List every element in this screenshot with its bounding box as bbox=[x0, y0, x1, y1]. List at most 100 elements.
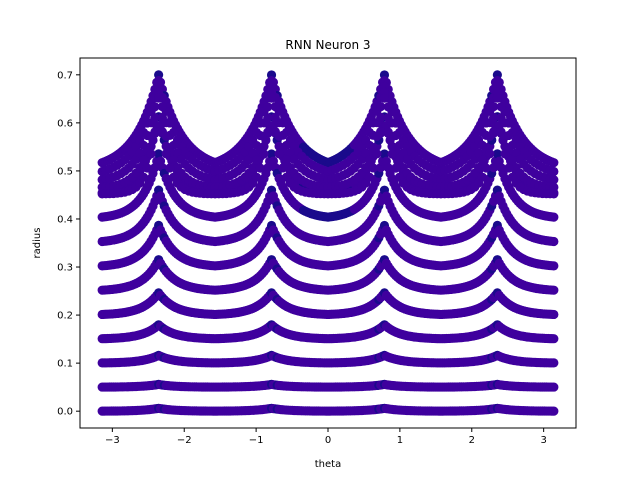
data-point bbox=[263, 102, 273, 112]
data-point bbox=[263, 113, 273, 123]
data-point bbox=[383, 102, 393, 112]
data-point bbox=[383, 113, 393, 123]
data-point bbox=[165, 163, 175, 173]
data-point bbox=[549, 285, 559, 295]
data-point bbox=[507, 155, 518, 165]
data-point bbox=[150, 127, 160, 137]
data-point bbox=[379, 149, 390, 159]
data-point bbox=[496, 113, 506, 123]
data-point bbox=[364, 172, 374, 182]
data-point bbox=[154, 93, 164, 103]
x-tick-label: −2 bbox=[177, 435, 192, 446]
data-point bbox=[150, 102, 160, 112]
x-tick-label: 2 bbox=[469, 435, 475, 446]
data-point bbox=[549, 261, 559, 271]
data-point bbox=[263, 127, 273, 137]
data-point bbox=[549, 236, 559, 247]
x-axis-label: theta bbox=[315, 459, 341, 470]
data-point bbox=[150, 113, 160, 123]
data-point bbox=[376, 127, 386, 137]
data-point bbox=[394, 155, 405, 165]
y-axis: 0.0 0.1 0.2 0.3 0.4 0.5 0.6 0.7 bbox=[57, 70, 80, 418]
data-point bbox=[481, 163, 491, 173]
data-point bbox=[146, 149, 156, 159]
data-point bbox=[259, 149, 269, 159]
data-point bbox=[157, 127, 167, 137]
data-point bbox=[274, 149, 284, 159]
data-point bbox=[157, 102, 167, 112]
y-tick-label: 0.2 bbox=[57, 311, 73, 322]
x-tick-label: −3 bbox=[105, 435, 120, 446]
data-point bbox=[489, 112, 499, 123]
x-tick-label: 1 bbox=[397, 435, 403, 446]
data-point bbox=[251, 172, 262, 182]
data-point bbox=[496, 102, 506, 112]
x-tick-label: −1 bbox=[249, 435, 264, 446]
data-point bbox=[549, 406, 559, 416]
data-point bbox=[161, 149, 171, 159]
data-point bbox=[496, 127, 506, 137]
data-point bbox=[549, 212, 559, 222]
data-points bbox=[97, 70, 559, 416]
data-point bbox=[500, 149, 510, 159]
x-tick-label: 0 bbox=[325, 435, 331, 446]
chart-title: RNN Neuron 3 bbox=[285, 38, 370, 52]
data-point bbox=[135, 163, 145, 173]
data-point bbox=[282, 155, 292, 165]
data-point bbox=[154, 149, 164, 159]
data-point bbox=[266, 149, 277, 159]
y-tick-label: 0.4 bbox=[57, 214, 73, 225]
data-point bbox=[157, 112, 167, 123]
data-point bbox=[387, 149, 397, 159]
data-point bbox=[361, 162, 371, 173]
data-point bbox=[549, 382, 559, 392]
data-point bbox=[473, 162, 484, 173]
data-point bbox=[549, 175, 559, 185]
data-point bbox=[549, 189, 559, 199]
data-point bbox=[376, 112, 386, 123]
data-point bbox=[492, 149, 502, 159]
data-point bbox=[492, 93, 502, 103]
data-point bbox=[489, 102, 499, 112]
data-point bbox=[485, 149, 495, 159]
data-point bbox=[266, 93, 277, 103]
data-point bbox=[549, 166, 559, 177]
y-tick-label: 0.0 bbox=[57, 407, 73, 418]
data-point bbox=[477, 155, 487, 165]
data-point bbox=[135, 148, 145, 158]
data-point bbox=[270, 112, 280, 123]
data-point bbox=[169, 155, 179, 165]
data-point bbox=[270, 101, 280, 112]
x-axis: −3 −2 −1 0 1 2 3 bbox=[105, 428, 547, 446]
data-point bbox=[549, 358, 559, 368]
data-point bbox=[138, 155, 149, 165]
data-point bbox=[477, 172, 487, 182]
data-point bbox=[251, 155, 262, 165]
y-tick-label: 0.5 bbox=[57, 166, 73, 177]
data-point bbox=[138, 172, 149, 182]
data-point bbox=[278, 163, 288, 173]
data-point bbox=[361, 148, 371, 158]
data-point bbox=[248, 163, 258, 173]
data-point bbox=[391, 163, 401, 173]
data-point bbox=[248, 148, 258, 158]
y-tick-label: 0.6 bbox=[57, 118, 73, 129]
y-tick-label: 0.1 bbox=[57, 359, 73, 370]
data-point bbox=[549, 309, 559, 320]
data-point bbox=[364, 155, 374, 165]
data-point bbox=[255, 163, 265, 173]
data-point bbox=[489, 127, 499, 137]
data-point bbox=[368, 163, 378, 173]
data-point bbox=[142, 163, 152, 173]
data-point bbox=[504, 163, 514, 173]
data-point bbox=[379, 93, 390, 103]
data-point bbox=[270, 127, 280, 137]
data-point bbox=[549, 158, 559, 168]
data-point bbox=[376, 101, 386, 112]
y-tick-label: 0.7 bbox=[57, 70, 73, 81]
data-point bbox=[549, 334, 559, 344]
y-tick-label: 0.3 bbox=[57, 263, 73, 274]
x-tick-label: 3 bbox=[540, 435, 546, 446]
data-point bbox=[383, 127, 393, 137]
